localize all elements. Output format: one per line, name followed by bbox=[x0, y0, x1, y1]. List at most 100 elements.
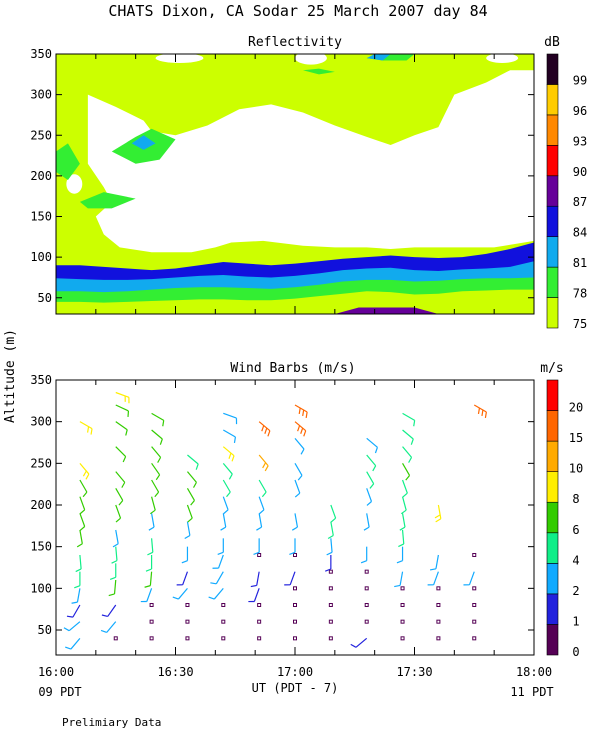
barb-flag bbox=[264, 427, 268, 434]
barb-flag bbox=[372, 465, 377, 472]
colorbar-swatch bbox=[546, 84, 559, 116]
colorbar-swatch bbox=[546, 145, 559, 177]
barb-flag bbox=[71, 601, 78, 604]
barb-flag bbox=[303, 430, 307, 437]
barb-shaft bbox=[399, 571, 404, 586]
barb-shaft bbox=[366, 471, 375, 485]
barb-flag bbox=[289, 551, 296, 556]
barb-shaft bbox=[222, 446, 235, 457]
barb-flag bbox=[190, 500, 195, 506]
barb-shaft bbox=[215, 571, 224, 585]
barb-shaft bbox=[79, 529, 83, 544]
wind-barb bbox=[222, 496, 229, 515]
calm-marker bbox=[221, 619, 226, 624]
colorbar-label: 0 bbox=[572, 645, 579, 659]
barb-flag bbox=[402, 492, 408, 498]
barb-shaft bbox=[402, 463, 411, 476]
barb-shaft bbox=[433, 571, 439, 586]
calm-marker bbox=[257, 619, 262, 624]
wind-barb bbox=[217, 538, 224, 556]
barb-flag bbox=[253, 551, 260, 556]
barb-shaft bbox=[149, 571, 153, 586]
y-tick-label: 350 bbox=[30, 373, 52, 387]
wind-barb bbox=[363, 513, 370, 531]
calm-marker bbox=[364, 619, 369, 624]
wind-barb bbox=[294, 437, 305, 455]
barb-shaft bbox=[258, 454, 269, 467]
barb-shaft bbox=[223, 412, 237, 419]
calm-marker bbox=[293, 603, 297, 607]
wind-barb bbox=[187, 454, 199, 470]
wind-barb bbox=[151, 446, 162, 463]
barb-flag bbox=[302, 409, 305, 417]
barb-shaft bbox=[115, 404, 129, 412]
barb-flag bbox=[79, 509, 86, 515]
barb-flag bbox=[394, 584, 401, 588]
barb-shaft bbox=[330, 504, 337, 519]
calm-marker bbox=[436, 636, 441, 641]
barb-shaft bbox=[294, 463, 303, 476]
barb-flag bbox=[366, 501, 372, 506]
refl-patch-78 bbox=[56, 143, 80, 180]
barb-flag bbox=[195, 463, 199, 470]
refl-clear-spot bbox=[486, 54, 519, 63]
barb-flag bbox=[233, 436, 237, 444]
barb-flag bbox=[226, 491, 231, 498]
colorbar-swatch bbox=[546, 53, 559, 85]
barb-shaft bbox=[79, 496, 86, 511]
y-tick-label: 50 bbox=[38, 623, 52, 637]
barb-flag bbox=[435, 518, 442, 523]
x-tick-label: 17:00 bbox=[277, 665, 313, 679]
barb-flag bbox=[115, 517, 121, 523]
calm-marker bbox=[185, 636, 190, 641]
wind-barb bbox=[284, 571, 296, 586]
barb-shaft bbox=[113, 579, 117, 594]
barb-flag bbox=[220, 526, 227, 531]
y-tick-label: 300 bbox=[30, 415, 52, 429]
barb-flag bbox=[350, 643, 357, 648]
barb-shaft bbox=[355, 637, 368, 648]
calm-marker bbox=[328, 586, 333, 591]
wind-barb bbox=[63, 621, 81, 632]
barb-flag bbox=[90, 428, 93, 435]
wind-barb bbox=[399, 513, 406, 531]
barb-shaft bbox=[79, 479, 88, 493]
barb-shaft bbox=[186, 521, 191, 536]
colorbar-label: 93 bbox=[573, 134, 587, 148]
barb-flag bbox=[75, 568, 82, 573]
colorbar-label: 87 bbox=[573, 195, 587, 209]
barb-shaft bbox=[258, 513, 263, 528]
refl-clear-spot bbox=[295, 54, 327, 65]
refl-patch-81 bbox=[366, 54, 391, 61]
barb-flag bbox=[112, 543, 119, 548]
barb-shaft bbox=[182, 571, 189, 586]
barb-shaft bbox=[187, 454, 199, 465]
colorbar-swatch bbox=[546, 379, 559, 411]
barb-flag bbox=[109, 576, 116, 581]
barb-flag bbox=[405, 475, 411, 481]
barb-shaft bbox=[223, 429, 236, 438]
calm-marker bbox=[328, 603, 333, 607]
calm-marker bbox=[328, 569, 333, 574]
colorbar-label: 90 bbox=[573, 165, 587, 179]
x-tick-label: 16:00 bbox=[38, 665, 74, 679]
barb-flag bbox=[250, 584, 257, 588]
colorbar-label: 15 bbox=[569, 431, 583, 445]
y-tick-label: 100 bbox=[30, 250, 52, 264]
calm-marker bbox=[149, 636, 154, 641]
wind-barb bbox=[366, 454, 377, 472]
barb-flag bbox=[484, 411, 487, 419]
barb-shaft bbox=[186, 504, 193, 519]
wind-barb bbox=[76, 529, 83, 548]
calm-marker bbox=[257, 553, 262, 557]
wind-barb bbox=[210, 571, 224, 585]
calm-marker bbox=[293, 586, 297, 591]
calm-marker bbox=[364, 586, 369, 591]
colorbar-label: 10 bbox=[569, 462, 583, 476]
wind-barb bbox=[429, 554, 439, 571]
barb-flag bbox=[231, 455, 235, 462]
colorbar-swatch bbox=[546, 205, 559, 237]
barb-flag bbox=[305, 411, 308, 419]
wind-barb bbox=[401, 479, 408, 498]
barb-flag bbox=[150, 509, 156, 515]
